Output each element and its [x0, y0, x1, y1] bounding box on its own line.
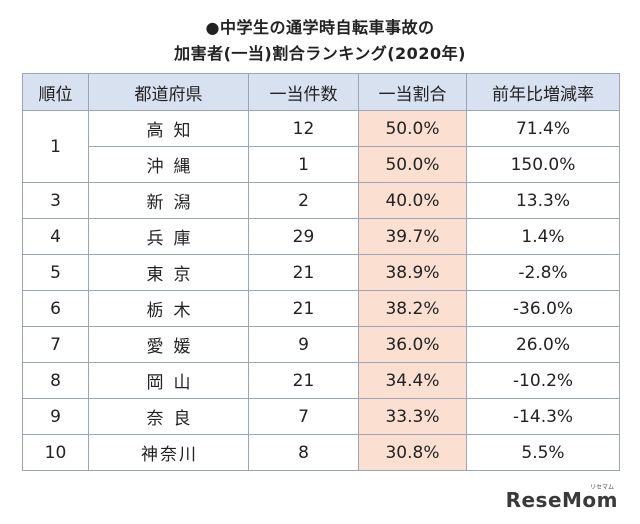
header-change: 前年比増減率	[466, 73, 620, 111]
header-count: 一当件数	[248, 73, 359, 111]
table-row: 沖縄 1 50.0% 150.0%	[23, 146, 620, 183]
change-cell: -14.3%	[466, 398, 620, 435]
change-cell: 26.0%	[466, 326, 620, 363]
ratio-cell: 40.0%	[358, 182, 467, 219]
change-cell: 1.4%	[466, 218, 620, 255]
count-cell: 21	[248, 254, 359, 291]
count-cell: 21	[248, 290, 359, 327]
table-row: 4 兵庫 29 39.7% 1.4%	[22, 218, 620, 255]
prefecture-cell: 愛媛	[88, 326, 249, 363]
count-cell: 9	[248, 326, 359, 363]
prefecture-cell: 沖縄	[88, 146, 249, 183]
ranking-table: 順位 都道府県 一当件数 一当割合 前年比増減率 1 高知 12 50.0% 7…	[22, 73, 620, 471]
prefecture-cell: 新潟	[88, 182, 249, 219]
table-row: 3 新潟 2 40.0% 13.3%	[22, 182, 620, 219]
rank-cell: 5	[22, 254, 89, 291]
rank-cell: 1	[22, 110, 89, 183]
brand-logo: ReseMom	[505, 488, 618, 512]
change-cell: 71.4%	[466, 110, 620, 147]
rank-cell: 10	[22, 434, 89, 471]
ratio-cell: 39.7%	[358, 218, 467, 255]
table-title-line1: ●中学生の通学時自転車事故の	[205, 18, 435, 37]
count-cell: 12	[248, 110, 359, 147]
change-cell: 150.0%	[466, 146, 620, 183]
prefecture-cell: 栃木	[88, 290, 249, 327]
prefecture-cell: 東京	[88, 254, 249, 291]
count-cell: 21	[248, 362, 359, 399]
ratio-cell: 50.0%	[358, 146, 467, 183]
change-cell: 5.5%	[466, 434, 620, 471]
ratio-cell: 30.8%	[358, 434, 467, 471]
change-cell: -10.2%	[466, 362, 620, 399]
prefecture-cell: 神奈川	[88, 434, 249, 471]
header-ratio: 一当割合	[358, 73, 467, 111]
count-cell: 1	[248, 146, 359, 183]
ratio-cell: 34.4%	[358, 362, 467, 399]
rank-cell: 3	[22, 182, 89, 219]
prefecture-cell: 奈良	[88, 398, 249, 435]
rank-cell: 7	[22, 326, 89, 363]
table-title-line2: 加害者(一当)割合ランキング(2020年)	[174, 44, 466, 63]
table-row: 10 神奈川 8 30.8% 5.5%	[22, 434, 620, 471]
table-row: 1 高知 12 50.0% 71.4%	[22, 110, 620, 183]
brand-kana: リセマム	[589, 484, 614, 491]
prefecture-cell: 高知	[88, 110, 249, 147]
ratio-cell: 38.9%	[358, 254, 467, 291]
table-row: 8 岡山 21 34.4% -10.2%	[22, 362, 620, 399]
change-cell: -36.0%	[466, 290, 620, 327]
ratio-cell: 36.0%	[358, 326, 467, 363]
rank-cell: 6	[22, 290, 89, 327]
prefecture-cell: 兵庫	[88, 218, 249, 255]
count-cell: 8	[248, 434, 359, 471]
header-prefecture: 都道府県	[88, 73, 249, 111]
rank-cell: 4	[22, 218, 89, 255]
table-row: 6 栃木 21 38.2% -36.0%	[22, 290, 620, 327]
ratio-cell: 38.2%	[358, 290, 467, 327]
table-row: 5 東京 21 38.9% -2.8%	[22, 254, 620, 291]
header-rank: 順位	[22, 73, 89, 111]
change-cell: -2.8%	[466, 254, 620, 291]
ratio-cell: 33.3%	[358, 398, 467, 435]
change-cell: 13.3%	[466, 182, 620, 219]
table-row: 9 奈良 7 33.3% -14.3%	[22, 398, 620, 435]
rank-cell: 9	[22, 398, 89, 435]
prefecture-cell: 岡山	[88, 362, 249, 399]
count-cell: 2	[248, 182, 359, 219]
count-cell: 7	[248, 398, 359, 435]
ratio-cell: 50.0%	[358, 110, 467, 147]
rank-cell: 8	[22, 362, 89, 399]
count-cell: 29	[248, 218, 359, 255]
header-row: 順位 都道府県 一当件数 一当割合 前年比増減率	[22, 73, 620, 111]
table-row: 7 愛媛 9 36.0% 26.0%	[22, 326, 620, 363]
